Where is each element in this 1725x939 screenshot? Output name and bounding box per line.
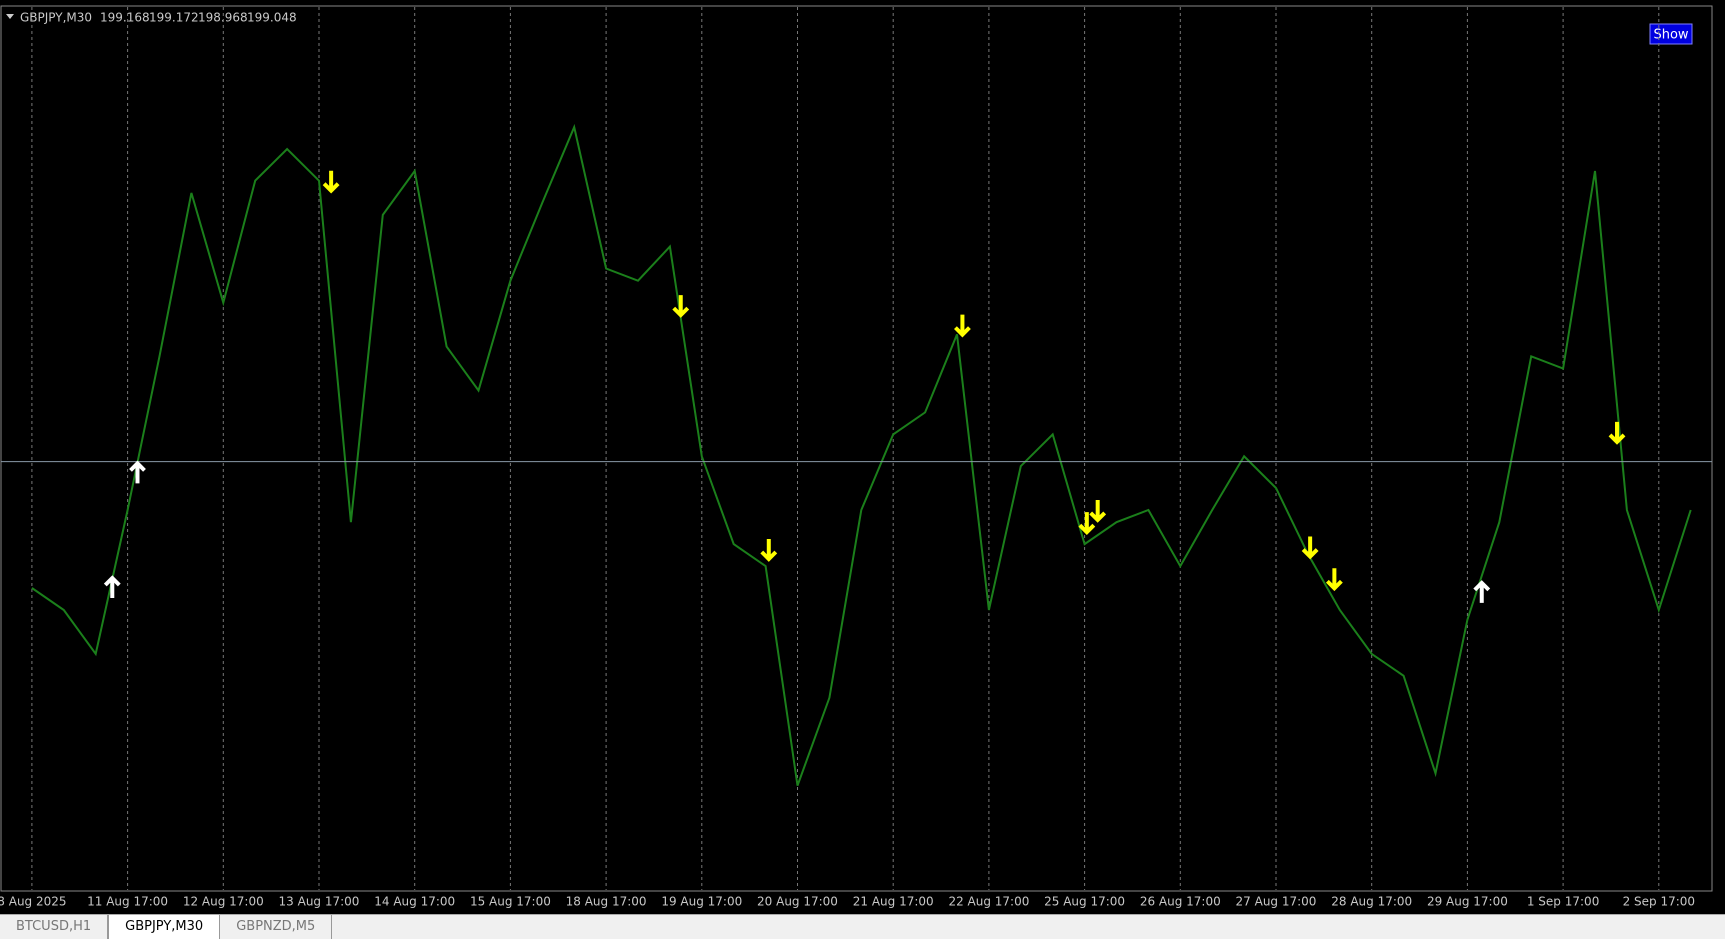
signal-arrow — [760, 538, 778, 562]
signal-arrow — [672, 295, 690, 318]
x-tick-label: 28 Aug 17:00 — [1331, 895, 1412, 909]
quote-value: 199.048 — [247, 11, 297, 25]
quote-value: 199.168 — [100, 11, 150, 25]
signal-arrow — [1089, 499, 1107, 523]
tab-bar: BTCUSD,H1 GBPJPY,M30 GBPNZD,M5 — [0, 914, 1725, 939]
x-tick-label: 19 Aug 17:00 — [661, 895, 742, 909]
tab[interactable]: BTCUSD,H1 — [0, 915, 109, 939]
x-tick-label: 2 Sep 17:00 — [1623, 895, 1695, 909]
x-tick-label: 8 Aug 2025 — [0, 895, 67, 909]
tab[interactable]: GBPJPY,M30 — [108, 915, 221, 939]
x-tick-label: 26 Aug 17:00 — [1140, 895, 1221, 909]
x-tick-label: 15 Aug 17:00 — [470, 895, 551, 909]
plot-frame — [0, 5, 1713, 892]
x-tick-label: 1 Sep 17:00 — [1527, 895, 1599, 909]
signal-arrow — [1473, 580, 1491, 603]
price-line — [31, 123, 1692, 786]
quote-value: 199.172 — [149, 11, 199, 25]
signal-arrow — [954, 314, 971, 338]
x-tick-label: 12 Aug 17:00 — [183, 895, 264, 909]
signal-arrow — [1325, 568, 1343, 592]
x-tick-label: 14 Aug 17:00 — [374, 895, 455, 909]
tab[interactable]: GBPNZD,M5 — [220, 915, 333, 939]
x-tick-label: 27 Aug 17:00 — [1236, 895, 1317, 909]
x-tick-label: 18 Aug 17:00 — [566, 895, 647, 909]
x-tick-label: 25 Aug 17:00 — [1044, 895, 1125, 909]
symbol-label: GBPJPY,M30 — [20, 11, 92, 25]
collapse-icon[interactable] — [6, 14, 14, 19]
x-tick-label: 21 Aug 17:00 — [853, 895, 934, 909]
x-tick-label: 13 Aug 17:00 — [279, 895, 360, 909]
show-button-label[interactable]: Show — [1653, 28, 1688, 43]
background — [0, 0, 1725, 914]
x-tick-label: 20 Aug 17:00 — [757, 895, 838, 909]
signal-arrow — [322, 170, 340, 194]
signal-arrow — [129, 460, 146, 484]
chart: GBPJPY,M30 Show 199.168 199.172 198.968 199… — [0, 0, 1725, 914]
quote-value: 198.968 — [198, 11, 248, 25]
signal-arrow — [1608, 421, 1626, 445]
signal-arrow — [103, 575, 121, 599]
show-button[interactable] — [1649, 23, 1693, 45]
button[interactable]: Show — [1649, 23, 1693, 45]
signal-arrow — [1301, 536, 1319, 560]
x-tick-label: 11 Aug 17:00 — [87, 895, 168, 909]
x-tick-label: 22 Aug 17:00 — [948, 895, 1029, 909]
signal-arrow — [1078, 512, 1096, 535]
x-tick-label: 29 Aug 17:00 — [1427, 895, 1508, 909]
